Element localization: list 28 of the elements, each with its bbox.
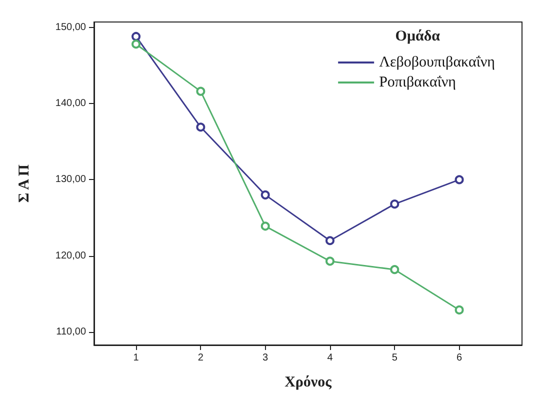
y-axis-title: Σ Α Π — [16, 164, 32, 203]
x-tick-label: 1 — [133, 352, 140, 364]
y-tick-label: 130,00 — [55, 174, 86, 186]
point — [390, 200, 400, 209]
point — [132, 32, 141, 41]
x-axis-title: Χρόνος — [284, 374, 332, 390]
y-tick-label: 140,00 — [55, 98, 86, 110]
point — [196, 86, 206, 96]
point — [454, 305, 464, 314]
x-tick-label: 4 — [327, 352, 334, 364]
point — [132, 40, 141, 49]
legend-label: Λεβοβουπιβακαΐνη — [379, 54, 496, 70]
y-tick-label: 110,00 — [56, 326, 86, 338]
point — [196, 122, 206, 132]
point — [260, 222, 270, 231]
point — [390, 265, 400, 274]
legend-label: Ροπιβακαΐνη — [379, 74, 456, 90]
x-tick-label: 5 — [392, 352, 398, 364]
x-tick-label: 6 — [456, 352, 463, 364]
y-tick-label: 150,00 — [55, 22, 86, 33]
point — [325, 236, 334, 246]
x-tick-label: 2 — [198, 352, 204, 364]
legend-title: Ομάδα — [395, 28, 441, 44]
point — [454, 175, 464, 184]
point — [325, 256, 334, 266]
point — [260, 190, 270, 200]
y-tick-label: 120,00 — [55, 250, 86, 262]
x-tick-label: 3 — [262, 352, 269, 364]
